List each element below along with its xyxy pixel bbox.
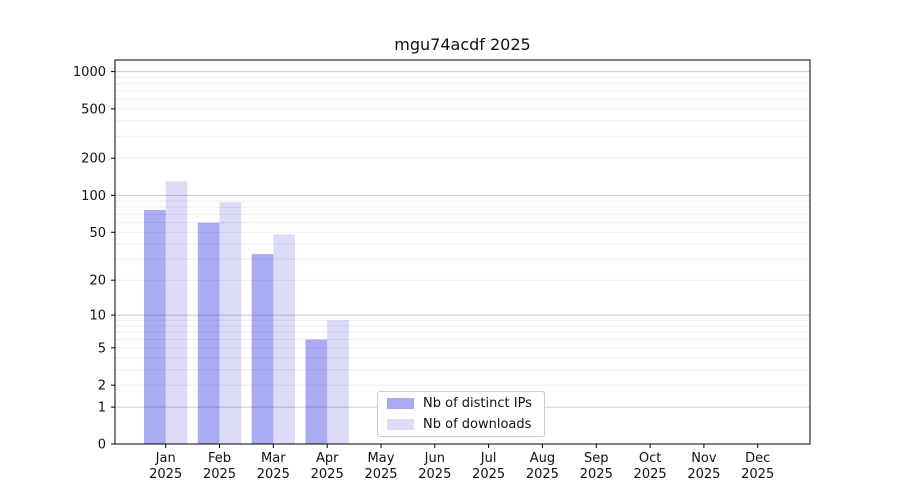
- bar-distinct-ips: [305, 339, 328, 444]
- y-tick-label: 5: [98, 341, 106, 356]
- bar-downloads: [219, 202, 242, 444]
- x-year-label: 2025: [311, 467, 344, 482]
- legend-label-distinct-ips: Nb of distinct IPs: [423, 396, 532, 411]
- x-year-label: 2025: [472, 467, 505, 482]
- x-month-label: Apr: [316, 451, 339, 466]
- legend-swatch-distinct-ips: [387, 398, 414, 409]
- x-month-label: Sep: [584, 451, 609, 466]
- bar-downloads: [327, 320, 349, 444]
- bar-distinct-ips: [144, 210, 166, 444]
- bar-downloads: [165, 181, 188, 445]
- y-tick-label: 500: [81, 102, 106, 117]
- y-tick-label: 0: [98, 438, 106, 453]
- x-month-label: Aug: [530, 451, 555, 466]
- x-month-label: Jun: [424, 451, 445, 466]
- x-month-label: May: [368, 451, 395, 466]
- x-year-label: 2025: [257, 467, 290, 482]
- y-tick-label: 2: [98, 379, 106, 394]
- x-year-label: 2025: [687, 467, 720, 482]
- x-month-label: Feb: [208, 451, 231, 466]
- x-year-label: 2025: [741, 467, 774, 482]
- x-month-label: Dec: [745, 451, 770, 466]
- chart-title: mgu74acdf 2025: [394, 35, 531, 54]
- y-tick-label: 200: [81, 152, 106, 167]
- y-tick-label: 1: [98, 401, 106, 416]
- legend-swatch-downloads: [387, 419, 414, 430]
- x-year-label: 2025: [149, 467, 182, 482]
- y-tick-label: 100: [81, 189, 106, 204]
- x-year-label: 2025: [203, 467, 236, 482]
- x-year-label: 2025: [580, 467, 613, 482]
- plot-border: [114, 59, 811, 445]
- x-month-label: Jul: [480, 451, 497, 466]
- y-tick-label: 50: [89, 226, 106, 241]
- x-month-label: Jan: [155, 451, 176, 466]
- legend: Nb of distinct IPs Nb of downloads: [377, 391, 545, 437]
- x-year-label: 2025: [364, 467, 397, 482]
- bar-distinct-ips: [251, 254, 274, 444]
- bar-downloads: [273, 234, 295, 444]
- y-tick-label: 1000: [73, 65, 106, 80]
- legend-label-downloads: Nb of downloads: [423, 417, 532, 432]
- x-month-label: Mar: [261, 451, 286, 466]
- legend-entry-downloads: Nb of downloads: [387, 416, 544, 434]
- x-year-label: 2025: [634, 467, 667, 482]
- x-month-label: Oct: [639, 451, 661, 466]
- bar-distinct-ips: [197, 222, 220, 444]
- y-tick-label: 10: [89, 309, 106, 324]
- y-tick-label: 20: [89, 274, 106, 289]
- legend-entry-distinct-ips: Nb of distinct IPs: [387, 395, 544, 413]
- x-year-label: 2025: [526, 467, 559, 482]
- x-month-label: Nov: [691, 451, 717, 466]
- x-year-label: 2025: [418, 467, 451, 482]
